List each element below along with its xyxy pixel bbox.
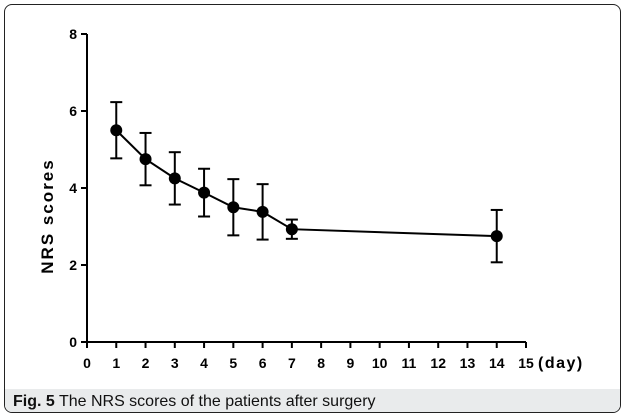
y-tick-label: 2 [69,257,77,273]
x-tick-label: 13 [460,355,476,371]
data-point [110,124,123,137]
x-tick-label: 6 [259,355,267,371]
figure-caption: Fig. 5 The NRS scores of the patients af… [5,389,620,412]
x-tick-label: 9 [347,355,355,371]
data-point [285,223,298,236]
x-tick-label: 3 [171,355,179,371]
data-point [168,172,181,185]
x-tick-label: 12 [430,355,446,371]
data-point [256,205,269,218]
y-tick-label: 4 [69,180,77,196]
x-tick-label: 11 [402,355,417,371]
x-tick-label: 1 [112,355,120,371]
x-tick-label: 7 [288,355,296,371]
y-tick-label: 8 [69,26,77,42]
data-point [139,153,152,166]
y-axis-label: NRS scores [38,158,57,273]
x-tick-label: 5 [229,355,237,371]
data-point [198,186,211,199]
data-point [490,230,503,243]
x-tick-label: 10 [372,355,388,371]
x-tick-label: 2 [142,355,150,371]
x-tick-label: 14 [489,355,505,371]
x-axis-label: (day) [538,355,584,372]
data-point [227,201,240,214]
y-tick-label: 0 [69,334,77,350]
x-tick-label: 0 [83,355,91,371]
y-tick-label: 6 [69,103,77,119]
figure-panel: 0 2 4 6 8 0 1 2 3 4 5 6 7 8 9 10 11 12 13 14 15 NRS scores (… [4,4,621,413]
x-tick-label: 4 [200,355,208,371]
figure-caption-text: The NRS scores of the patients after sur… [58,393,376,410]
figure-number: Fig. 5 [13,393,55,410]
x-tick-label: 15 [518,355,534,371]
x-tick-label: 8 [317,355,325,371]
